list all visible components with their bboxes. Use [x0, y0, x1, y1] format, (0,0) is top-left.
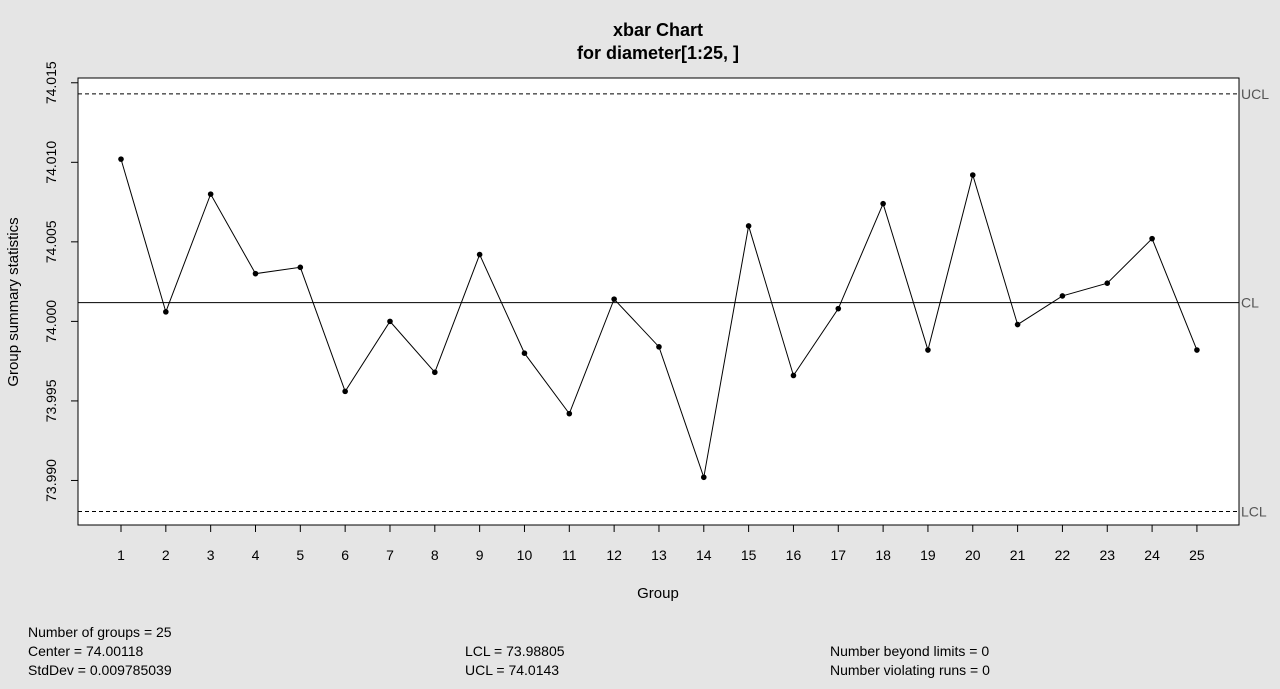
x-tick-label: 5 [296, 547, 304, 563]
data-point [566, 410, 573, 417]
data-point [1149, 235, 1155, 242]
x-tick-label: 1 [117, 547, 125, 563]
data-point [521, 350, 528, 356]
data-point [656, 344, 662, 350]
x-tick-label: 14 [696, 547, 712, 563]
x-tick-label: 21 [1010, 547, 1026, 563]
x-tick-label: 24 [1144, 547, 1160, 563]
x-tick-label: 11 [562, 547, 577, 563]
y-tick-label: 74.000 [43, 300, 59, 343]
x-tick-label: 23 [1099, 547, 1115, 563]
data-point [745, 223, 752, 229]
x-tick-label: 15 [741, 547, 757, 563]
data-point [342, 388, 348, 395]
x-tick-label: 10 [517, 547, 533, 563]
data-point [790, 372, 797, 379]
cl-label: CL [1241, 295, 1259, 311]
x-tick-label: 18 [875, 547, 891, 563]
y-tick-label: 74.005 [43, 220, 59, 263]
data-point [118, 156, 124, 162]
x-tick-label: 12 [606, 547, 622, 563]
x-tick-label: 17 [830, 547, 846, 563]
stats-left: Number of groups = 25 Center = 74.00118 … [28, 623, 172, 680]
stat-center: Center = 74.00118 [28, 643, 144, 659]
data-point [207, 191, 214, 197]
data-point [476, 251, 483, 258]
data-point [252, 270, 259, 277]
y-tick-label: 74.010 [43, 141, 59, 184]
x-tick-label: 22 [1055, 547, 1071, 563]
stats-middle: LCL = 73.98805 UCL = 74.0143 [465, 642, 565, 680]
x-tick-label: 6 [341, 547, 349, 563]
stat-beyond-limits: Number beyond limits = 0 [830, 643, 990, 659]
data-point [387, 318, 393, 325]
chart-title: xbar Chart [613, 20, 703, 40]
stat-stddev: StdDev = 0.009785039 [28, 662, 172, 678]
data-point [432, 369, 438, 376]
ucl-label: UCL [1241, 86, 1269, 102]
data-point [1059, 293, 1066, 299]
x-tick-label: 20 [965, 547, 981, 563]
data-point [1014, 321, 1021, 328]
x-tick-label: 19 [920, 547, 936, 563]
y-tick-label: 74.015 [43, 61, 59, 104]
data-point [835, 305, 842, 312]
data-point [925, 347, 931, 353]
x-tick-label: 9 [476, 547, 484, 563]
data-point [700, 474, 707, 481]
data-point [969, 172, 976, 178]
lcl-label: LCL [1241, 503, 1267, 519]
stats-right: Number beyond limits = 0 Number violatin… [830, 642, 990, 680]
xbar-chart: xbar Chart for diameter[1:25, ] Group Gr… [5, 20, 1269, 602]
x-axis-label: Group [637, 585, 679, 602]
x-tick-label: 13 [651, 547, 667, 563]
data-point [611, 296, 617, 302]
x-tick-label: 16 [786, 547, 802, 563]
stat-ucl: UCL = 74.0143 [465, 662, 560, 678]
x-tick-label: 3 [207, 547, 215, 563]
stat-violating-runs: Number violating runs = 0 [830, 662, 990, 678]
x-tick-label: 7 [386, 547, 394, 563]
plot-area [77, 77, 1240, 526]
x-tick-label: 2 [162, 547, 170, 563]
stat-lcl: LCL = 73.98805 [465, 643, 565, 659]
y-tick-label: 73.995 [43, 379, 59, 422]
data-point [163, 309, 169, 315]
stat-number-of-groups: Number of groups = 25 [28, 624, 172, 640]
y-tick-label: 73.990 [43, 459, 59, 502]
y-axis-label: Group summary statistics [5, 217, 22, 386]
data-point [297, 264, 304, 271]
x-tick-label: 25 [1189, 547, 1205, 563]
data-point [880, 200, 886, 207]
data-point [1194, 347, 1200, 353]
chart-subtitle: for diameter[1:25, ] [577, 43, 739, 63]
data-point [1104, 280, 1111, 287]
x-tick-label: 8 [431, 547, 439, 563]
x-tick-label: 4 [252, 547, 260, 563]
